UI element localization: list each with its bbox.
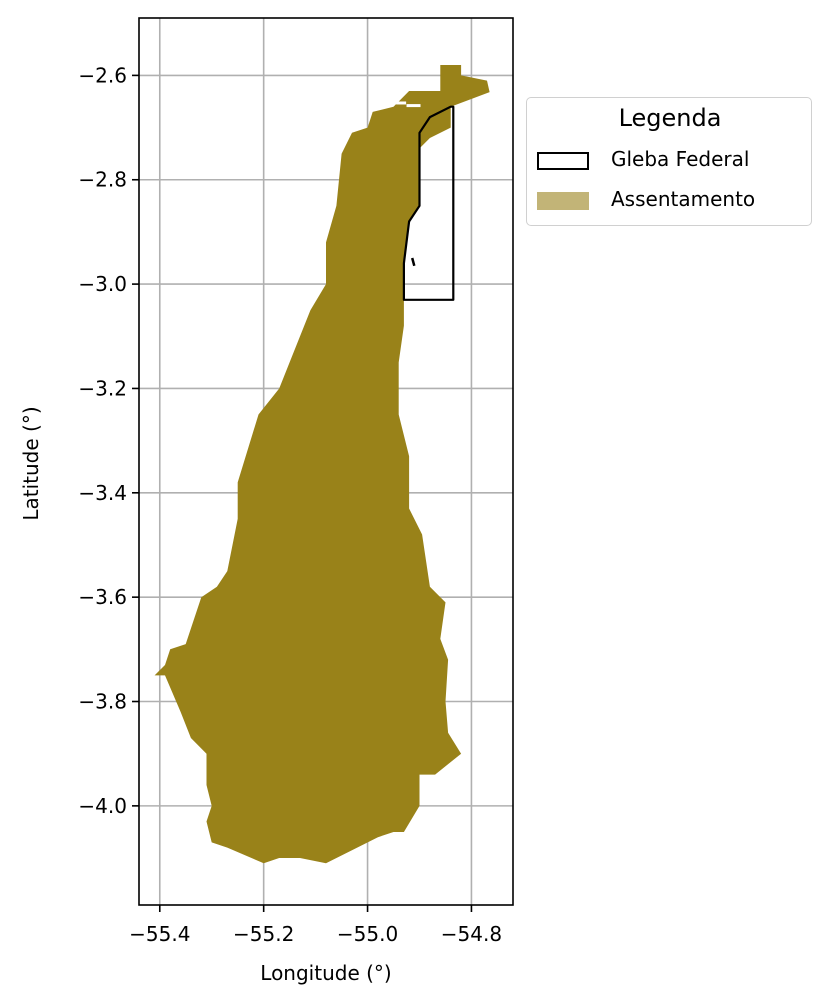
y-tick-label: −4.0	[78, 794, 127, 818]
gleba-federal-outline	[402, 105, 455, 301]
y-tick-label: −2.8	[78, 168, 127, 192]
legend-label-gleba-federal: Gleba Federal	[611, 147, 750, 171]
x-axis-label: Longitude (°)	[260, 961, 391, 985]
y-tick-label: −3.6	[78, 585, 127, 609]
y-tick-label: −3.0	[78, 272, 127, 296]
legend: Legenda Gleba Federal Assentamento	[526, 97, 812, 226]
y-tick-label: −3.8	[78, 690, 127, 714]
assentamento-gap	[396, 101, 407, 105]
assentamento-gap	[406, 104, 421, 108]
y-tick-label: −3.4	[78, 481, 127, 505]
assentamento-polygon	[154, 65, 490, 864]
x-tick-label: −55.2	[233, 922, 294, 946]
x-tick-label: −54.8	[441, 922, 502, 946]
y-tick-label: −3.2	[78, 376, 127, 400]
legend-title: Legenda	[618, 104, 722, 132]
assentamento-swatch	[537, 192, 589, 210]
y-tick-label: −2.6	[78, 63, 127, 87]
gleba-federal-fragment	[410, 257, 416, 267]
legend-label-assentamento: Assentamento	[611, 187, 756, 211]
x-tick-label: −55.4	[129, 922, 190, 946]
x-tick-label: −55.0	[337, 922, 398, 946]
gleba-federal-swatch	[537, 152, 589, 170]
y-axis-label: Latitude (°)	[19, 406, 43, 520]
axes-frame	[138, 17, 514, 906]
